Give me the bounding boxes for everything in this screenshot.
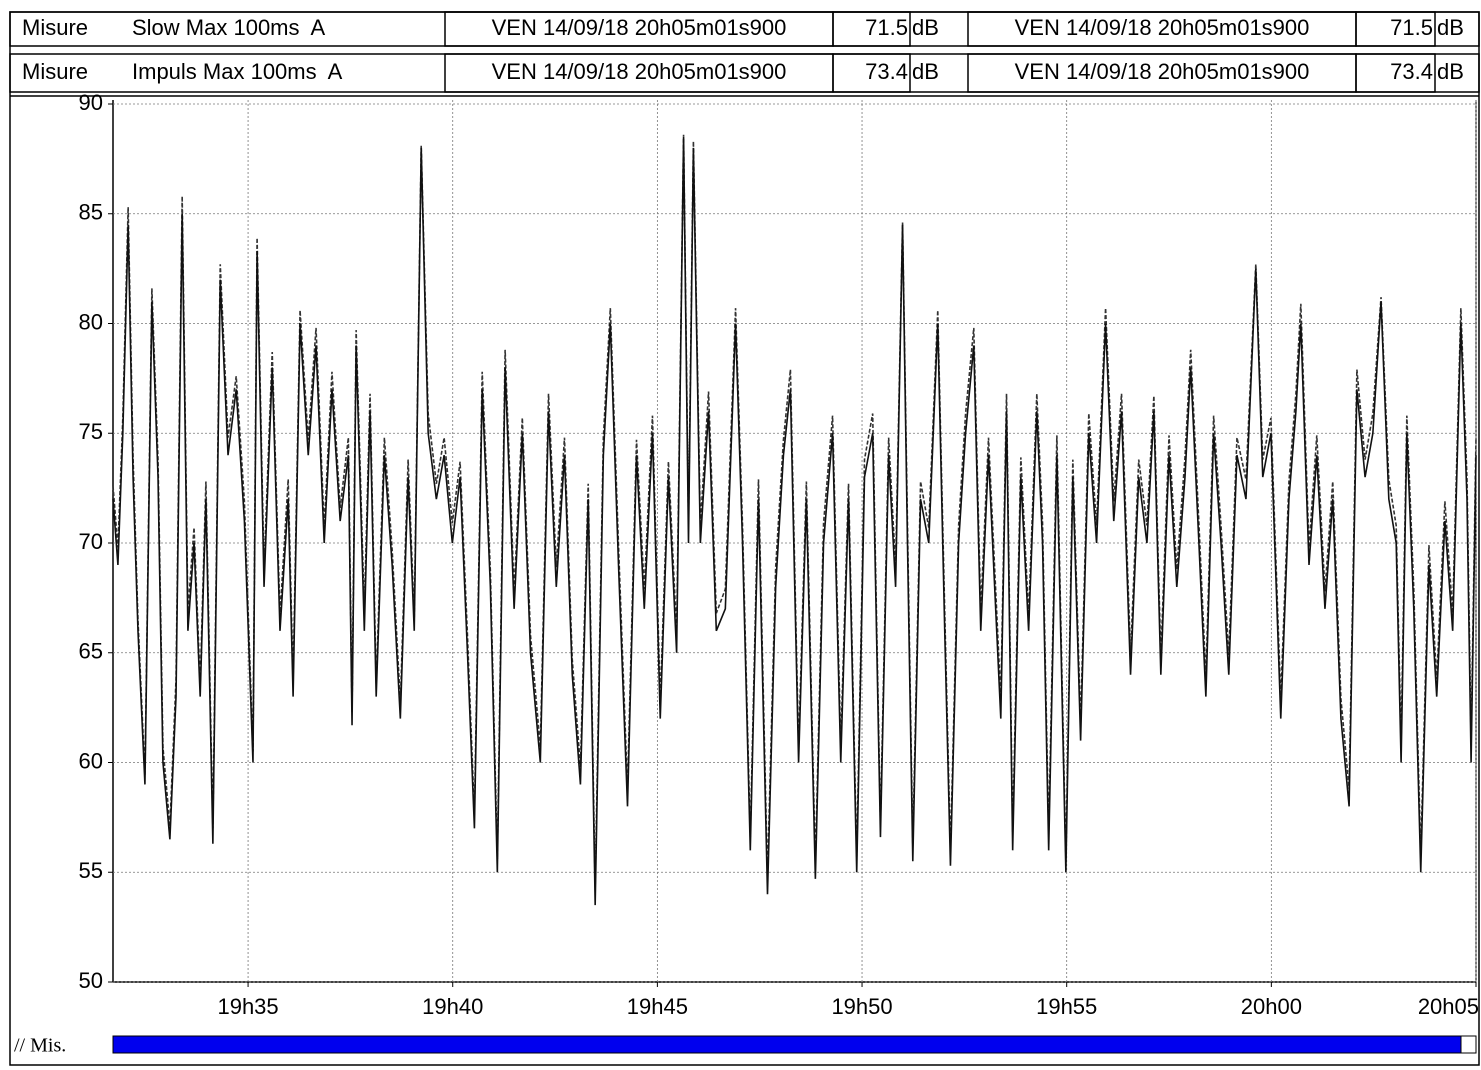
y-tick-label: 80 (79, 309, 103, 334)
value-box (1355, 11, 1436, 47)
cursor-unit: dB (1437, 15, 1464, 40)
series-line (112, 134, 1477, 890)
cursor-date: VEN 14/09/18 20h05m01s900 (492, 59, 787, 84)
cursor-value: 71.5 (865, 15, 908, 40)
y-tick-label: 85 (79, 200, 103, 225)
cursor-unit: dB (1437, 59, 1464, 84)
x-tick-label: 20h00 (1241, 994, 1302, 1019)
x-tick-label: 19h50 (831, 994, 892, 1019)
cursor-value: 73.4 (865, 59, 908, 84)
cursor-unit: dB (912, 15, 939, 40)
footer-label: // Mis. (14, 1035, 66, 1057)
series-name: Slow Max 100ms A (132, 15, 326, 40)
frame (9, 11, 1480, 1066)
y-tick-label: 75 (79, 419, 103, 444)
cursor-date: VEN 14/09/18 20h05m01s900 (1015, 15, 1310, 40)
progress-end (1460, 1035, 1477, 1054)
value-box (832, 11, 911, 47)
cursor-date: VEN 14/09/18 20h05m01s900 (1015, 59, 1310, 84)
y-tick-label: 70 (79, 529, 103, 554)
cursor-value: 71.5 (1390, 15, 1433, 40)
plot: 50 55 60 65 70 75 80 85 90 19h35 19h40 19h45 19h50 19… (79, 90, 1479, 1019)
cursor-value: 73.4 (1390, 59, 1433, 84)
y-tick-label: 60 (79, 748, 103, 773)
progress-bar (112, 1035, 1462, 1054)
cursor-date: VEN 14/09/18 20h05m01s900 (492, 15, 787, 40)
series-line (112, 136, 1477, 906)
x-tick-label: 20h05 (1418, 994, 1479, 1019)
y-tick-label: 65 (79, 639, 103, 664)
cursor-unit: dB (912, 59, 939, 84)
value-box (1355, 53, 1436, 93)
row-label: Misure (22, 59, 88, 84)
series-name: Impuls Max 100ms A (132, 59, 343, 84)
row-label: Misure (22, 15, 88, 40)
x-tick-label: 19h45 (627, 994, 688, 1019)
y-tick-label: 50 (79, 968, 103, 993)
header: Misure Slow Max 100ms A VEN 14/09/18 20h05… (9, 11, 1480, 93)
y-tick-label: 90 (79, 90, 103, 115)
x-tick-label: 19h55 (1036, 994, 1097, 1019)
y-tick-label: 55 (79, 858, 103, 883)
x-tick-label: 19h35 (217, 994, 278, 1019)
x-tick-label: 19h40 (422, 994, 483, 1019)
value-box (832, 53, 911, 93)
